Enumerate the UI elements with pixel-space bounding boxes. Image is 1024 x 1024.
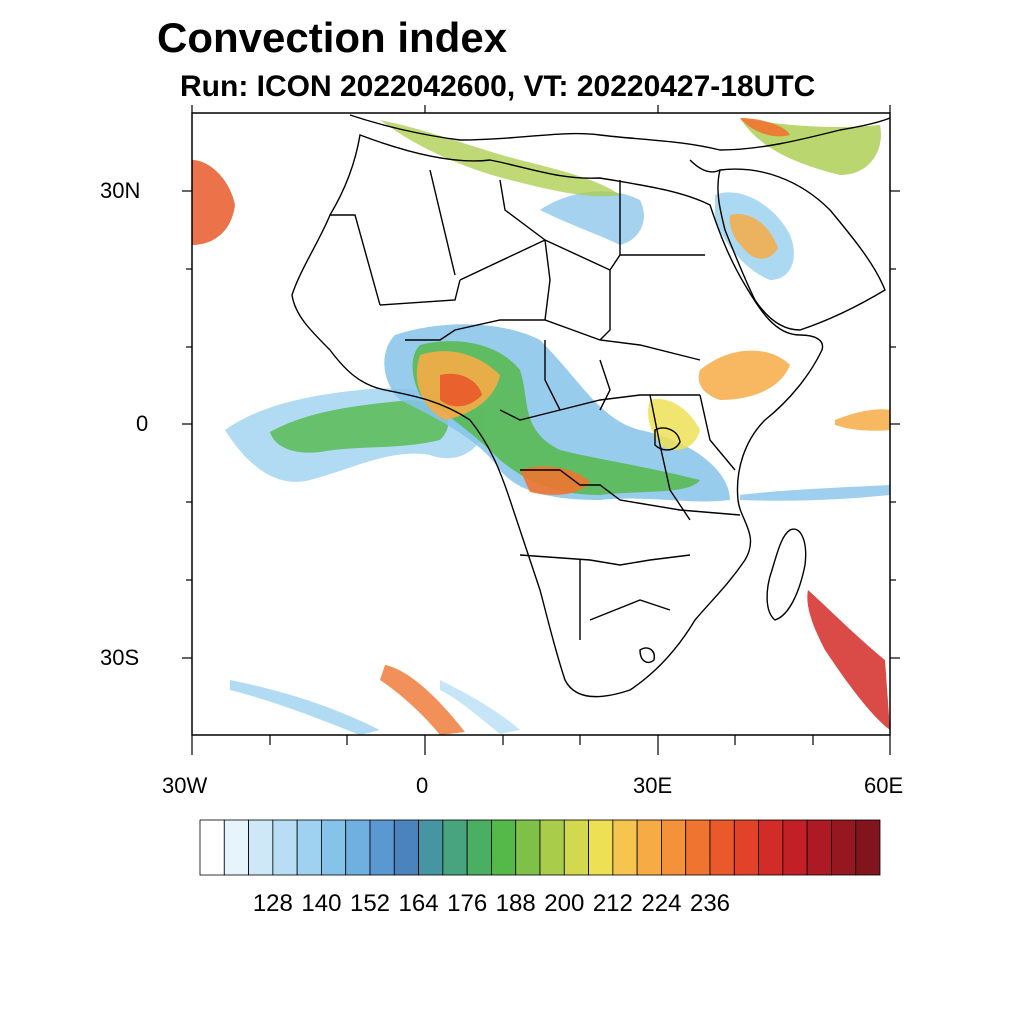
colorbar-swatch [636, 819, 662, 876]
map-subtitle: Run: ICON 2022042600, VT: 20220427-18UTC [180, 70, 816, 103]
colorbar-swatch [782, 819, 808, 876]
indian-ocean-cell [807, 590, 890, 730]
border-9 [544, 340, 611, 411]
colorbar-swatch [296, 819, 322, 876]
colorbar-swatch [369, 819, 395, 876]
east-africa-core [648, 399, 700, 450]
colorbar-swatch [588, 819, 614, 876]
coastlines [291, 114, 890, 698]
sahara-band [540, 191, 644, 245]
colorbar-tick-label: 164 [398, 890, 439, 917]
border-7 [519, 554, 691, 640]
colorbar-swatch [661, 819, 687, 876]
colorbar-swatch [466, 819, 492, 876]
colorbar-swatch [223, 819, 249, 876]
colorbar-tick-label: 200 [544, 890, 585, 917]
lat-label-30n: 30N [100, 178, 141, 203]
colorbar [199, 819, 881, 876]
colorbar-tick-label: 176 [447, 890, 488, 917]
colorbar-swatch [733, 819, 759, 876]
border-8 [649, 394, 736, 521]
colorbar-swatch [758, 819, 784, 876]
atlantic-core [270, 400, 449, 453]
colorbar-swatch [321, 819, 347, 876]
colorbar-swatch [612, 819, 638, 876]
colorbar-swatch [563, 819, 589, 876]
lon-label-0: 0 [416, 773, 429, 798]
lon-label-30e: 30E [633, 773, 673, 798]
colorbar-swatch [248, 819, 274, 876]
border-2 [544, 180, 621, 341]
sinai-outline [689, 159, 721, 173]
guinea-coast-red [440, 373, 482, 407]
colorbar-tick-label: 152 [349, 890, 391, 917]
madagascar-outline [766, 528, 807, 621]
colorbar-tick-label: 128 [252, 890, 293, 917]
colorbar-swatch [539, 819, 565, 876]
colorbar-swatch [442, 819, 468, 876]
middle-east-core [740, 118, 790, 137]
border-3 [429, 169, 546, 276]
mediterranean-band [380, 120, 620, 197]
colorbar-swatch [831, 819, 857, 876]
border-6 [520, 469, 741, 516]
lake-victoria [654, 427, 681, 451]
seychelles-cell [835, 409, 890, 431]
colorbar-swatch [855, 819, 881, 876]
africa-outline [291, 134, 824, 698]
colorbar-tick-label: 140 [301, 890, 342, 917]
horn-of-africa [698, 350, 790, 400]
colorbar-swatch [345, 819, 371, 876]
med-coast-north [349, 114, 890, 151]
canary-cell [192, 160, 235, 245]
lat-label-0: 0 [136, 411, 149, 436]
border-1 [330, 214, 705, 306]
colorbar-swatch [418, 819, 444, 876]
mozambique-band [740, 485, 890, 501]
lesotho-outline [639, 647, 655, 663]
border-4 [405, 319, 701, 361]
colorbar-swatch [806, 819, 832, 876]
colorbar-swatch [709, 819, 735, 876]
southern-streak-3 [440, 680, 520, 734]
southern-streak-2 [380, 665, 465, 735]
southern-streak-1 [230, 680, 380, 735]
congo-core [520, 466, 590, 495]
colorbar-swatch [393, 819, 419, 876]
arabia-outline [717, 168, 886, 331]
colorbar-tick-label: 212 [592, 890, 633, 917]
colorbar-tick-label: 224 [641, 890, 682, 917]
colorbar-swatch [515, 819, 541, 876]
arabia-core [729, 214, 778, 259]
colorbar-swatch [491, 819, 517, 876]
colorbar-tick-label: 188 [495, 890, 536, 917]
lon-label-30w: 30W [162, 773, 208, 798]
lon-label-60e: 60E [864, 773, 904, 798]
colorbar-swatch [199, 819, 225, 876]
lat-label-30s: 30S [100, 645, 140, 670]
colorbar-swatch [685, 819, 711, 876]
convection-field [192, 118, 890, 735]
map-title: Convection index [157, 14, 508, 61]
map-ticks [182, 105, 900, 755]
colorbar-swatch [272, 819, 298, 876]
colorbar-tick-label: 236 [689, 890, 731, 917]
